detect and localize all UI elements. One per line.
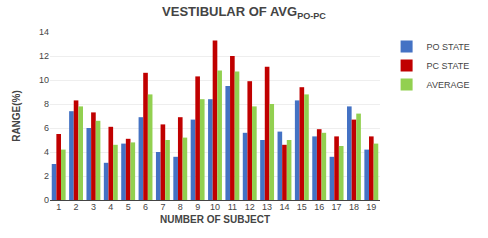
svg-text:5: 5 [126, 202, 131, 212]
svg-text:AVERAGE: AVERAGE [427, 80, 470, 90]
svg-text:PC STATE: PC STATE [427, 61, 470, 71]
svg-text:6: 6 [143, 202, 148, 212]
svg-text:4: 4 [44, 147, 49, 157]
svg-text:RANGE(%): RANGE(%) [11, 90, 22, 142]
svg-text:10: 10 [210, 202, 220, 212]
svg-text:15: 15 [297, 202, 307, 212]
svg-text:2: 2 [44, 171, 49, 181]
svg-text:VESTIBULAR OF AVG​PO-PC​: VESTIBULAR OF AVG​PO-PC​ [162, 4, 326, 21]
svg-text:16: 16 [314, 202, 324, 212]
svg-text:8: 8 [44, 99, 49, 109]
svg-text:17: 17 [332, 202, 342, 212]
svg-text:PO STATE: PO STATE [427, 42, 470, 52]
svg-text:NUMBER OF SUBJECT: NUMBER OF SUBJECT [160, 214, 270, 225]
svg-text:8: 8 [178, 202, 183, 212]
svg-text:19: 19 [366, 202, 376, 212]
svg-text:2: 2 [74, 202, 79, 212]
svg-text:14: 14 [39, 27, 49, 37]
svg-text:12: 12 [39, 51, 49, 61]
svg-text:4: 4 [108, 202, 113, 212]
svg-text:14: 14 [279, 202, 289, 212]
svg-text:0: 0 [44, 195, 49, 205]
svg-text:9: 9 [195, 202, 200, 212]
svg-text:12: 12 [245, 202, 255, 212]
svg-text:6: 6 [44, 123, 49, 133]
svg-text:13: 13 [262, 202, 272, 212]
svg-text:1: 1 [56, 202, 61, 212]
svg-text:3: 3 [91, 202, 96, 212]
svg-text:11: 11 [228, 202, 237, 212]
svg-text:18: 18 [349, 202, 359, 212]
svg-text:7: 7 [160, 202, 165, 212]
svg-text:10: 10 [39, 75, 49, 85]
